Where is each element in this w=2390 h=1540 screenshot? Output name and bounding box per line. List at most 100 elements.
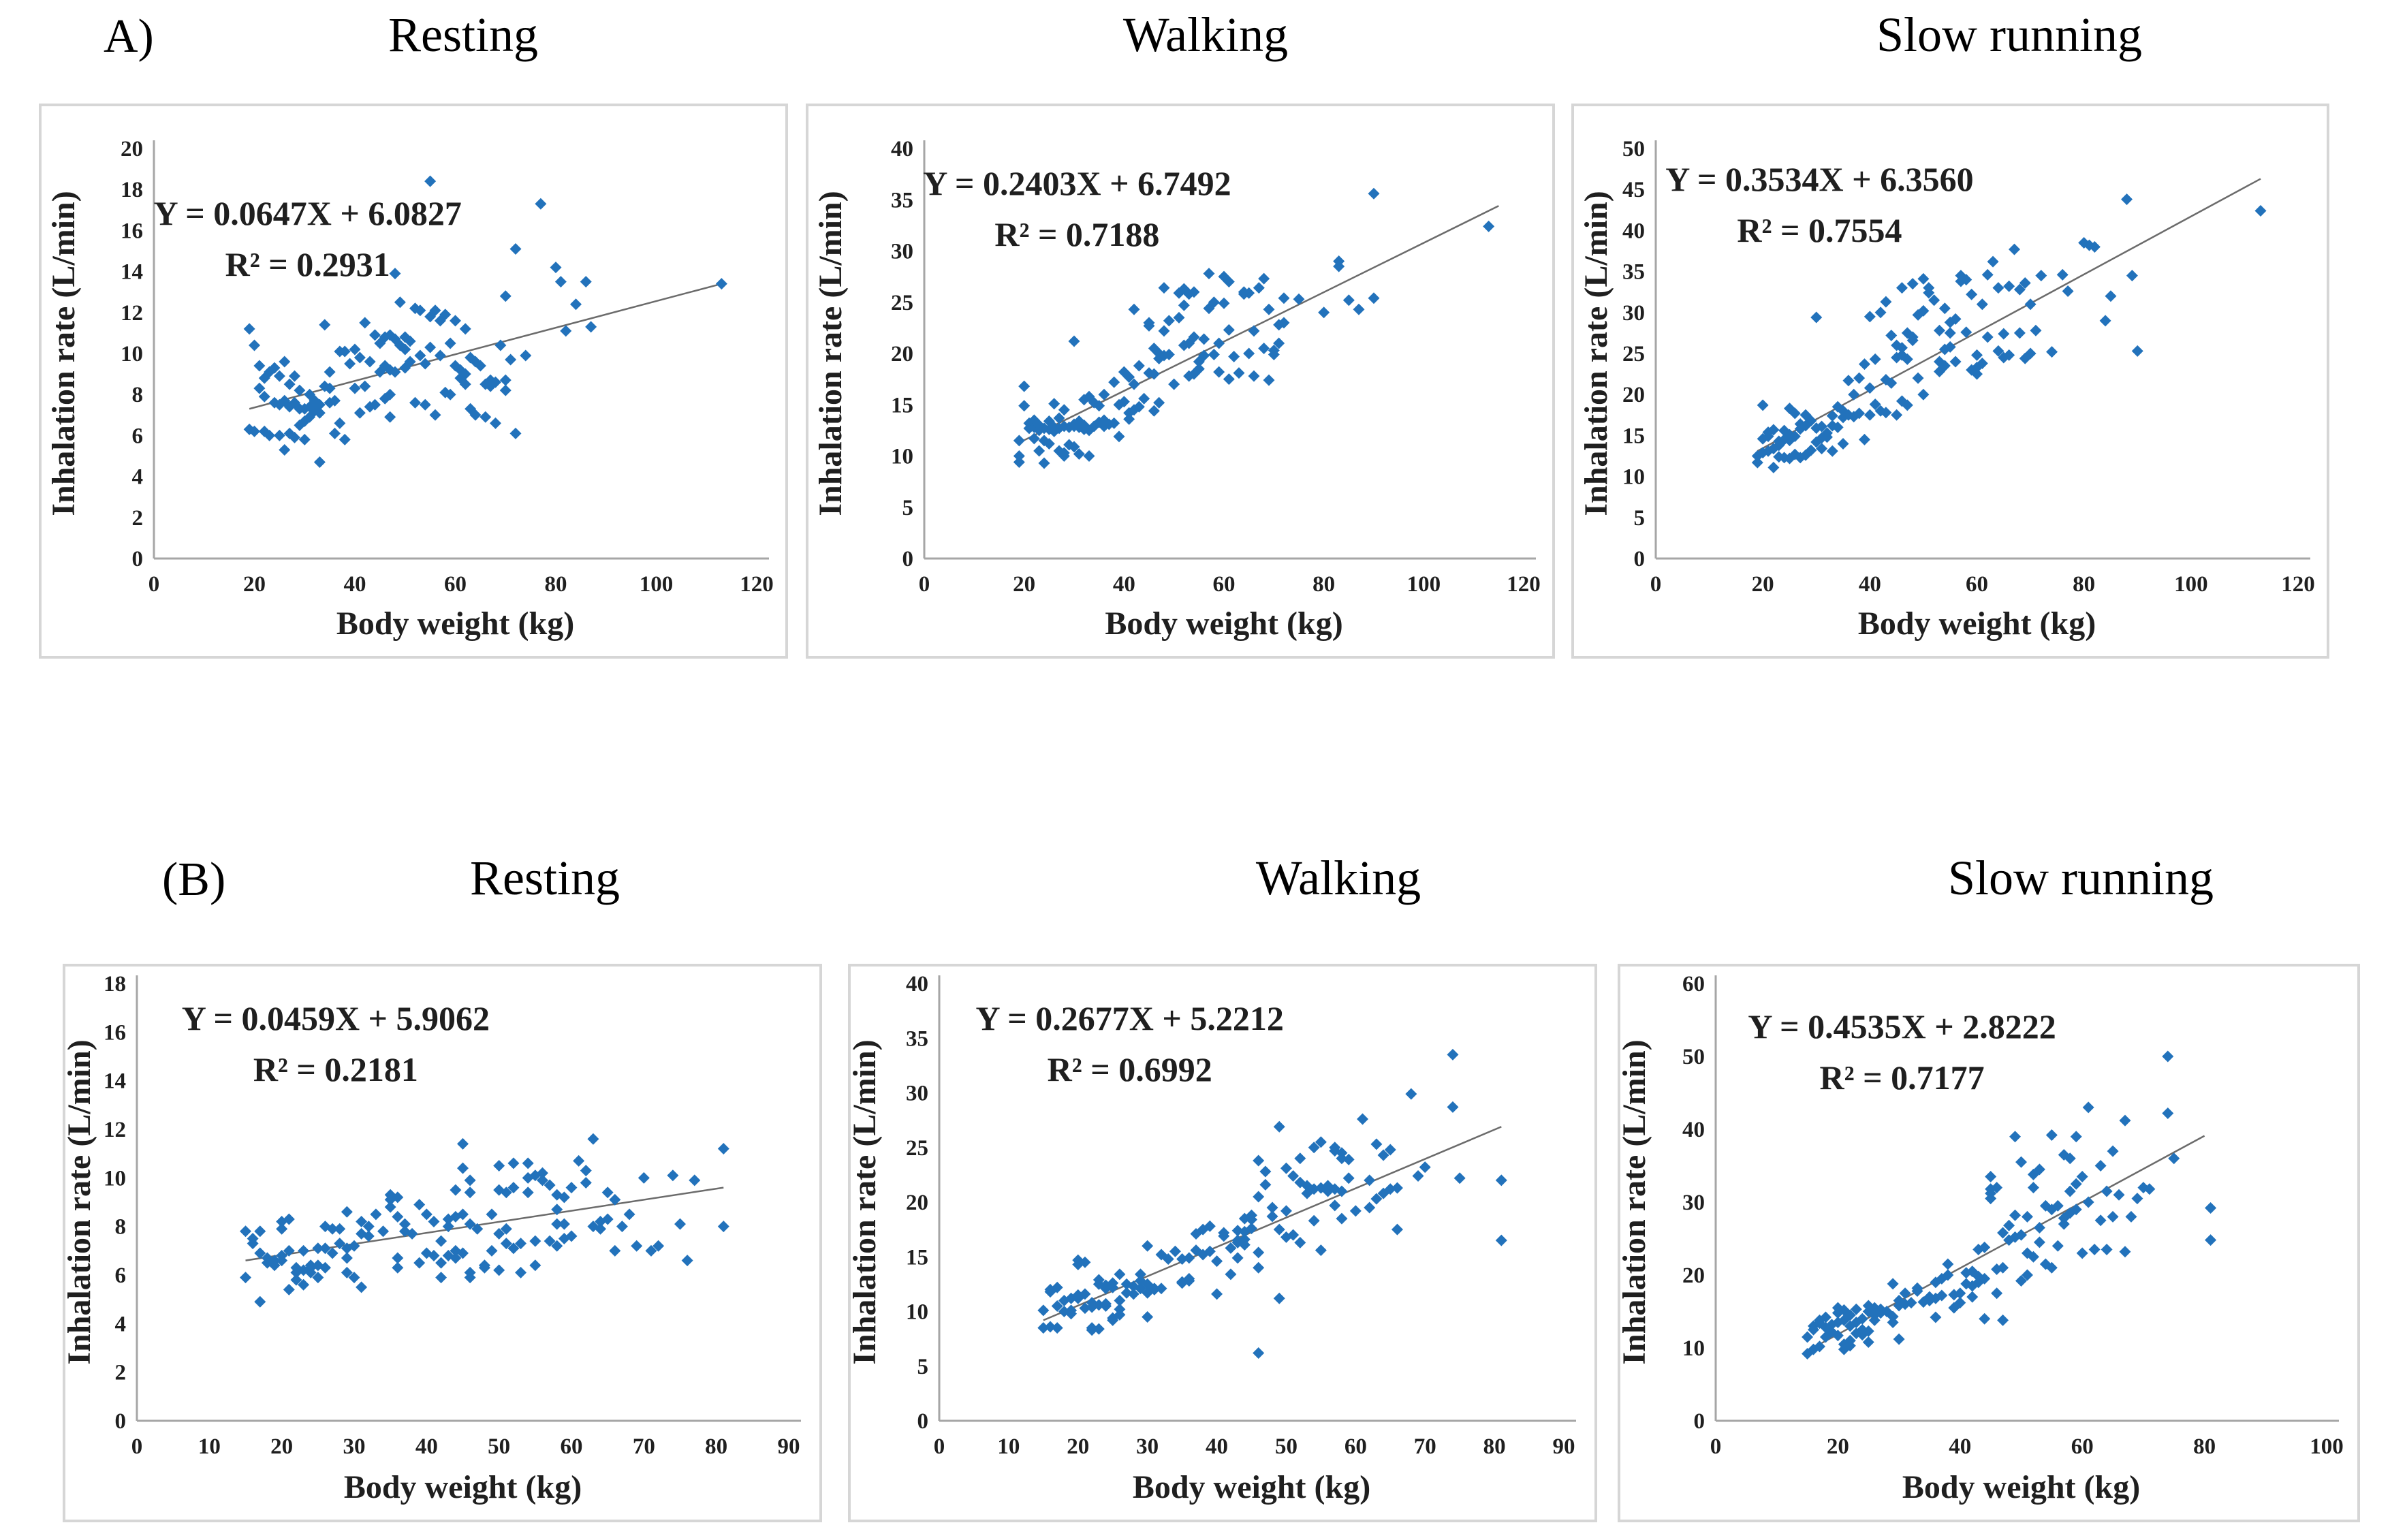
data-point — [544, 1235, 556, 1247]
data-point — [1318, 307, 1330, 319]
points-group — [240, 1133, 729, 1308]
equation-label: Y = 0.2403X + 6.7492 — [923, 164, 1231, 202]
y-tick-label: 45 — [1622, 178, 1645, 202]
data-point — [2021, 1247, 2033, 1259]
equation-label: Y = 0.2677X + 5.2212 — [976, 999, 1284, 1037]
data-point — [478, 1261, 490, 1274]
data-point — [240, 1225, 251, 1238]
data-point — [681, 1255, 693, 1267]
data-point — [435, 1257, 447, 1269]
data-point — [2125, 1210, 2137, 1223]
data-point — [1901, 353, 1913, 365]
y-axis-title: Inhalation rate (L/min) — [813, 191, 849, 516]
data-point — [1971, 349, 1983, 361]
data-point — [394, 296, 406, 309]
data-point — [1751, 450, 1763, 462]
data-point — [1273, 319, 1285, 331]
data-point — [1816, 420, 1828, 433]
data-point — [1412, 1169, 1424, 1182]
data-point — [1762, 430, 1774, 443]
data-point — [428, 1249, 440, 1261]
data-point — [2009, 1209, 2022, 1221]
data-point — [279, 356, 291, 368]
data-point — [329, 394, 341, 407]
data-point — [1188, 286, 1200, 298]
data-point — [1751, 456, 1763, 469]
data-point — [1842, 375, 1855, 387]
data-point — [283, 1283, 295, 1295]
data-point — [1917, 272, 1930, 285]
data-point — [1138, 392, 1150, 405]
chart-title-b-slow-running: Slow running — [1947, 851, 2214, 905]
data-point — [334, 1223, 346, 1235]
data-point — [1073, 421, 1085, 433]
y-tick-label: 5 — [917, 1355, 929, 1379]
data-point — [319, 1242, 331, 1255]
data-point — [1168, 378, 1180, 390]
x-tick-label: 80 — [705, 1434, 727, 1459]
data-point — [1838, 1304, 1850, 1316]
data-point — [1896, 395, 1908, 407]
data-point — [1259, 1178, 1272, 1191]
data-point — [1816, 432, 1828, 444]
data-point — [1253, 1246, 1265, 1259]
data-point — [499, 384, 512, 396]
x-tick-label: 80 — [2193, 1434, 2216, 1459]
data-point — [1917, 304, 1930, 317]
data-point — [1133, 400, 1145, 413]
data-point — [1142, 1311, 1154, 1323]
data-point — [428, 1216, 440, 1228]
data-point — [1938, 343, 1951, 356]
y-tick-label: 16 — [104, 1020, 126, 1045]
y-tick-label: 14 — [121, 260, 143, 285]
trend-line — [1043, 1126, 1502, 1321]
data-point — [1253, 1347, 1265, 1359]
x-tick-label: 0 — [1650, 572, 1662, 597]
data-point — [1294, 1176, 1306, 1189]
data-point — [1114, 1268, 1126, 1280]
x-axis-title: Body weight (kg) — [1902, 1469, 2140, 1505]
data-point — [1844, 1309, 1856, 1321]
data-point — [1162, 1253, 1174, 1265]
data-point — [1767, 461, 1780, 473]
data-point — [258, 390, 270, 403]
data-point — [1848, 388, 1860, 400]
data-point — [283, 1244, 295, 1257]
data-point — [1287, 1229, 1300, 1241]
data-point — [1794, 423, 1806, 435]
x-tick-label: 80 — [545, 572, 567, 597]
data-point — [1294, 1152, 1306, 1165]
data-point — [465, 403, 477, 415]
data-point — [1979, 1313, 1991, 1325]
data-point — [1329, 1199, 1341, 1212]
data-point — [1831, 421, 1844, 433]
data-point — [573, 1154, 585, 1167]
data-point — [1072, 1258, 1084, 1270]
x-tick-label: 20 — [1827, 1434, 1849, 1459]
x-tick-label: 0 — [1710, 1434, 1722, 1459]
data-point — [435, 1235, 447, 1247]
data-point — [1238, 1239, 1251, 1251]
data-point — [1301, 1180, 1313, 1192]
y-tick-label: 30 — [906, 1082, 928, 1106]
data-point — [1831, 1330, 1844, 1342]
y-tick-label: 20 — [891, 342, 913, 366]
data-point — [1891, 409, 1903, 421]
data-point — [507, 1242, 520, 1255]
x-tick-label: 70 — [1414, 1434, 1436, 1459]
data-point — [1100, 1283, 1112, 1295]
data-point — [1997, 1314, 2009, 1326]
data-point — [1336, 1212, 1348, 1225]
data-point — [1370, 1138, 1383, 1150]
data-point — [2045, 1129, 2058, 1142]
data-point — [2131, 345, 2143, 357]
data-point — [550, 262, 562, 274]
y-tick-label: 20 — [1682, 1263, 1705, 1288]
data-point — [1928, 294, 1940, 307]
data-point — [377, 1225, 390, 1238]
data-point — [1268, 349, 1280, 361]
data-point — [1778, 433, 1791, 445]
data-point — [1118, 396, 1130, 408]
data-point — [2254, 205, 2267, 217]
y-tick-label: 20 — [906, 1191, 928, 1215]
